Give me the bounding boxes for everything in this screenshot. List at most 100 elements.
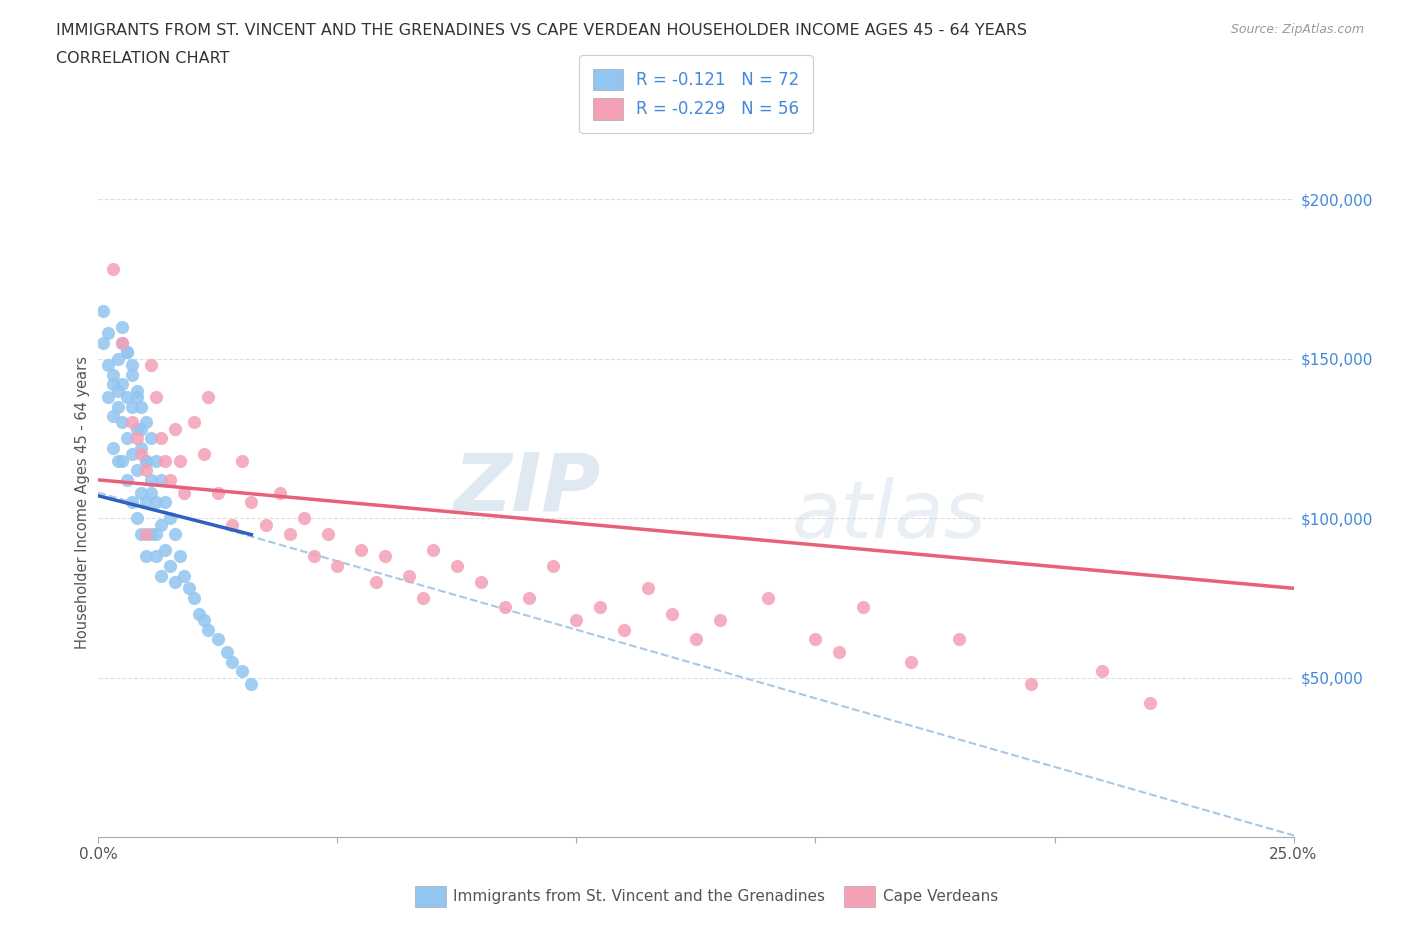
Point: [125, 431, 148, 445]
Point: [756, 591, 779, 605]
Point: [183, 591, 205, 605]
Point: [101, 408, 124, 423]
Point: [111, 336, 134, 351]
Point: [193, 613, 215, 628]
Point: [101, 377, 124, 392]
Text: Cape Verdeans: Cape Verdeans: [883, 889, 998, 904]
Point: [115, 345, 138, 360]
Point: [149, 568, 172, 583]
Point: [131, 485, 153, 500]
Point: [125, 463, 148, 478]
Point: [159, 559, 181, 574]
Point: [269, 485, 291, 500]
Point: [107, 383, 129, 398]
Point: [207, 631, 229, 646]
Point: [685, 631, 707, 646]
Point: [231, 453, 253, 468]
Point: [661, 606, 683, 621]
Point: [350, 542, 373, 557]
Point: [159, 472, 181, 487]
Point: [131, 526, 153, 541]
Point: [121, 415, 143, 430]
Point: [1091, 664, 1114, 679]
Point: [111, 453, 134, 468]
Point: [135, 495, 157, 510]
Point: [173, 485, 195, 500]
Point: [107, 352, 129, 366]
Point: [135, 453, 157, 468]
Point: [145, 526, 167, 541]
Point: [183, 415, 205, 430]
Point: [155, 495, 177, 510]
Point: [149, 472, 172, 487]
Point: [828, 644, 851, 659]
Point: [900, 654, 922, 669]
Point: [613, 622, 636, 637]
Point: [412, 591, 434, 605]
Point: [163, 421, 186, 436]
Point: [139, 358, 162, 373]
Point: [374, 549, 396, 564]
Point: [217, 644, 239, 659]
Point: [948, 631, 970, 646]
Point: [179, 581, 201, 596]
Point: [254, 517, 277, 532]
Point: [97, 390, 120, 405]
Point: [326, 559, 349, 574]
Point: [115, 390, 138, 405]
Point: [107, 453, 129, 468]
Point: [135, 415, 157, 430]
Point: [111, 415, 134, 430]
Point: [302, 549, 325, 564]
Point: [115, 345, 138, 360]
Point: [135, 526, 157, 541]
Point: [149, 431, 172, 445]
Point: [207, 485, 229, 500]
Point: [398, 568, 420, 583]
Point: [169, 453, 191, 468]
Point: [125, 390, 148, 405]
Point: [121, 399, 143, 414]
Point: [97, 358, 120, 373]
Point: [125, 421, 148, 436]
Point: [221, 654, 243, 669]
Point: [135, 549, 157, 564]
Point: [173, 568, 195, 583]
Text: atlas: atlas: [792, 476, 987, 554]
Point: [139, 431, 162, 445]
Point: [145, 495, 167, 510]
Point: [125, 511, 148, 525]
Point: [121, 447, 143, 462]
Point: [446, 559, 468, 574]
Point: [91, 303, 114, 318]
Point: [1139, 696, 1161, 711]
Point: [470, 575, 492, 590]
Point: [115, 431, 138, 445]
Point: [131, 447, 153, 462]
Point: [159, 511, 181, 525]
Legend: R = -0.121   N = 72, R = -0.229   N = 56: R = -0.121 N = 72, R = -0.229 N = 56: [579, 55, 813, 133]
Point: [1019, 676, 1042, 691]
Point: [155, 542, 177, 557]
Point: [121, 367, 143, 382]
Point: [364, 575, 387, 590]
Point: [852, 600, 875, 615]
Text: Source: ZipAtlas.com: Source: ZipAtlas.com: [1230, 23, 1364, 36]
Point: [101, 441, 124, 456]
Point: [422, 542, 444, 557]
Point: [316, 526, 339, 541]
Text: CORRELATION CHART: CORRELATION CHART: [56, 51, 229, 66]
Point: [131, 421, 153, 436]
Point: [131, 399, 153, 414]
Point: [541, 559, 564, 574]
Point: [240, 495, 263, 510]
Point: [240, 676, 263, 691]
Point: [494, 600, 516, 615]
Text: Immigrants from St. Vincent and the Grenadines: Immigrants from St. Vincent and the Gren…: [453, 889, 825, 904]
Point: [565, 613, 588, 628]
Point: [231, 664, 253, 679]
Point: [709, 613, 731, 628]
Point: [221, 517, 243, 532]
Point: [163, 575, 186, 590]
Point: [193, 447, 215, 462]
